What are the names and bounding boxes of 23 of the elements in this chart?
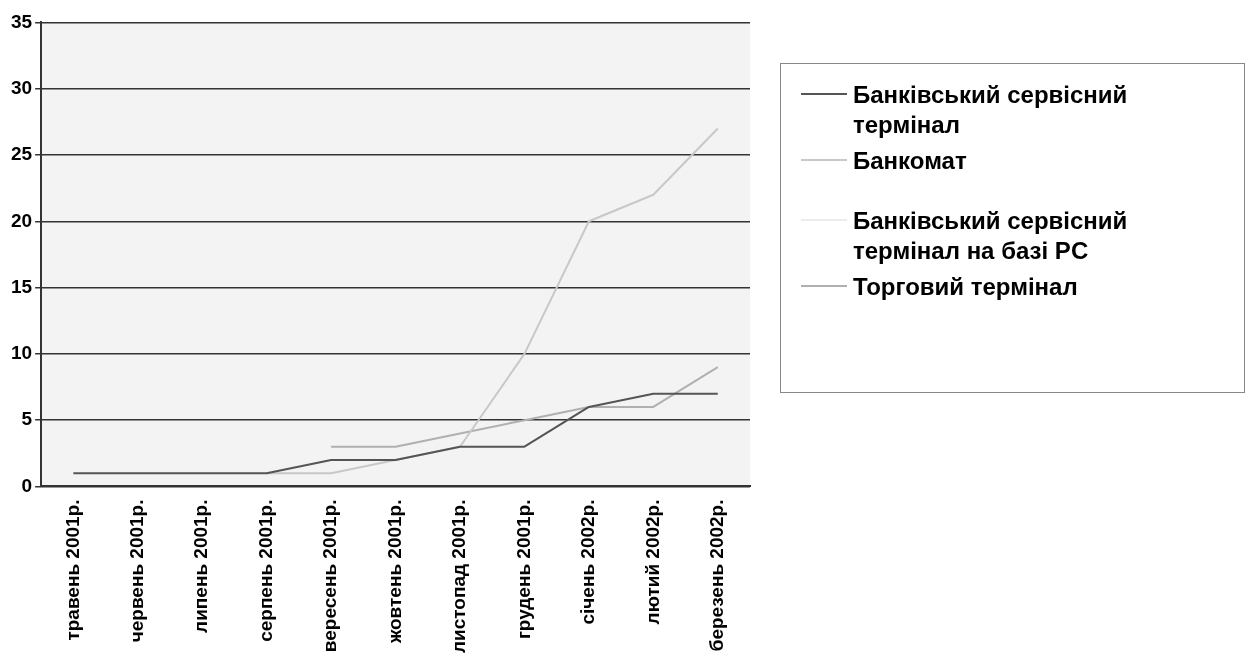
y-tick-label: 0 [21,474,33,496]
y-tick-label: 10 [10,342,33,364]
y-tick-label: 35 [10,10,33,32]
y-tick-label: 30 [10,76,33,98]
y-tick-label: 15 [10,275,33,297]
x-tick-label: вересень 2001р. [319,499,341,653]
legend-label: Торговий термінал [853,272,1079,302]
y-tick-label: 5 [21,408,33,430]
y-tick-label: 20 [10,209,33,231]
x-tick-label: серпень 2001р. [254,499,276,642]
x-tick-label: жовтень 2001р. [383,499,405,644]
x-tick-label: лютий 2002р. [641,499,663,625]
x-tick-label: травень 2001р. [61,499,83,641]
x-tick-label: червень 2001р. [126,499,148,643]
x-tick-label: грудень 2001р. [512,499,534,640]
legend-label: Банківський сервісний термінал [853,80,1129,140]
legend-label: Банкомат [853,146,968,176]
x-tick-label: березень 2002р. [706,499,728,652]
y-tick-label: 25 [10,143,33,165]
legend-label: Банківський сервісний термінал на базі PC [853,206,1129,266]
x-tick-label: листопад 2001р. [448,499,470,653]
x-tick-label: липень 2001р. [190,499,212,633]
x-tick-label: січень 2002р. [577,499,599,625]
